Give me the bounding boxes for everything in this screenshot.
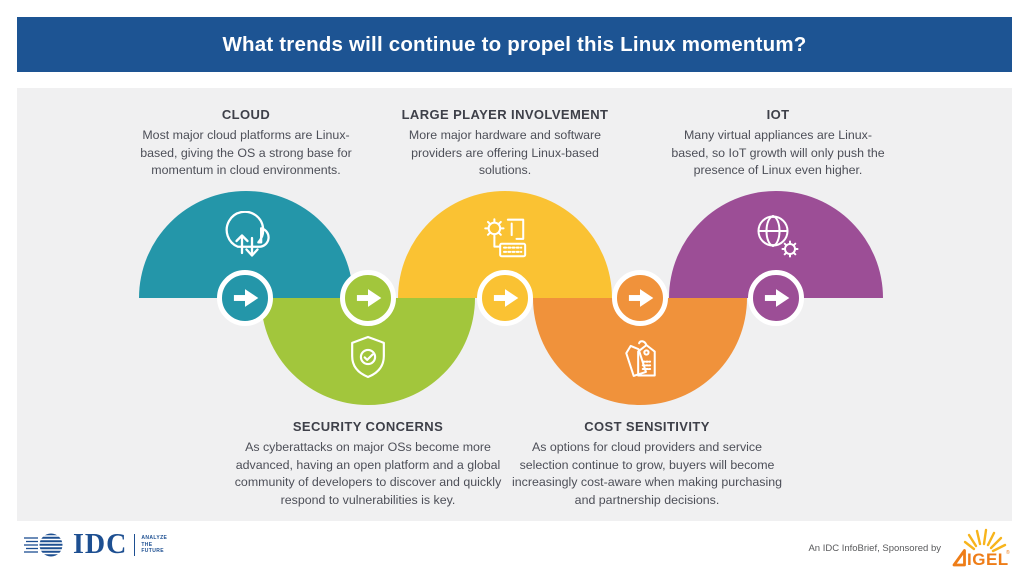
trend-text-cloud: CLOUD Most major cloud platforms are Lin… xyxy=(128,107,364,180)
right-arrow-icon xyxy=(628,289,654,307)
trend-description-large-player: More major hardware and software provide… xyxy=(408,128,602,178)
page-title: What trends will continue to propel this… xyxy=(222,32,807,56)
trend-description-security: As cyberattacks on major OSs become more… xyxy=(234,440,502,507)
arrow-circle-large-player xyxy=(477,270,533,326)
price-tags-icon xyxy=(618,335,662,381)
trend-text-iot: IOT Many virtual appliances are Linux-ba… xyxy=(666,107,890,180)
right-arrow-icon xyxy=(233,289,259,307)
trend-title-iot: IOT xyxy=(766,107,790,122)
arrow-circle-cost xyxy=(612,270,668,326)
globe-gear-icon xyxy=(752,211,802,259)
sponsor-block: An IDC InfoBrief, Sponsored by IGEL ® xyxy=(808,527,1012,569)
right-arrow-icon xyxy=(356,289,382,307)
idc-tagline: ANALYZE THE FUTURE xyxy=(141,535,168,555)
arrow-circle-cloud xyxy=(217,270,273,326)
trend-text-cost: COST SENSITIVITY As options for cloud pr… xyxy=(512,419,782,509)
arrow-circle-security xyxy=(340,270,396,326)
sponsor-text: An IDC InfoBrief, Sponsored by xyxy=(808,542,941,554)
trend-description-cost: As options for cloud providers and servi… xyxy=(512,440,782,507)
igel-registered-mark: ® xyxy=(1006,549,1010,556)
trend-title-security: SECURITY CONCERNS xyxy=(292,419,444,434)
trend-description-cloud: Most major cloud platforms are Linux-bas… xyxy=(140,128,352,178)
idc-logo: IDC ANALYZE THE FUTURE xyxy=(24,531,167,559)
gear-computer-icon xyxy=(479,213,529,261)
idc-globe-icon xyxy=(24,533,66,557)
title-banner: What trends will continue to propel this… xyxy=(17,17,1012,72)
igel-wordmark: IGEL xyxy=(967,550,1009,569)
trend-title-cost: COST SENSITIVITY xyxy=(584,419,710,434)
idc-divider xyxy=(134,534,136,556)
trend-title-large-player: LARGE PLAYER INVOLVEMENT xyxy=(401,107,609,122)
right-arrow-icon xyxy=(764,289,790,307)
shield-check-icon xyxy=(348,334,388,380)
right-arrow-icon xyxy=(493,289,519,307)
igel-logo: IGEL ® xyxy=(952,528,1010,569)
trend-title-cloud: CLOUD xyxy=(221,107,271,122)
trend-text-security: SECURITY CONCERNS As cyberattacks on maj… xyxy=(233,419,503,509)
idc-wordmark: IDC xyxy=(73,529,128,560)
trend-text-large-player: LARGE PLAYER INVOLVEMENT More major hard… xyxy=(388,107,622,180)
trend-description-iot: Many virtual appliances are Linux-based,… xyxy=(671,128,885,178)
cloud-up-down-arrows-icon xyxy=(219,211,275,261)
arrow-circle-iot xyxy=(748,270,804,326)
